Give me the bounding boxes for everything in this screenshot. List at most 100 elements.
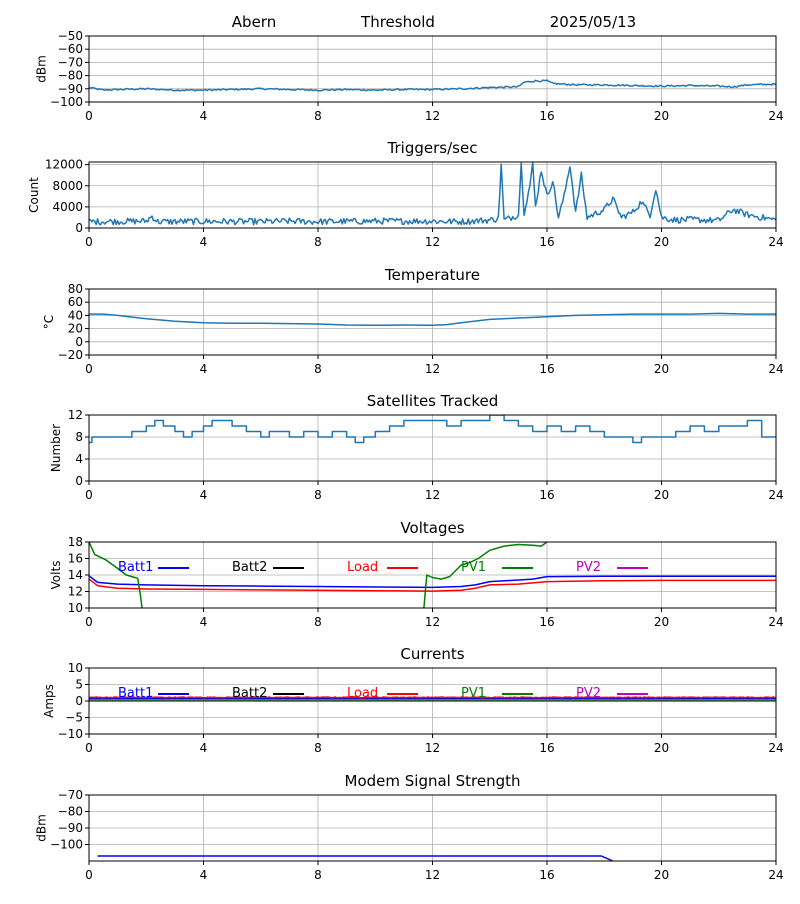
y-tick-label: −70 (58, 788, 83, 802)
y-tick-label: 10 (68, 661, 83, 675)
series-line (89, 312, 776, 327)
y-tick-label: −5 (65, 711, 83, 725)
series-line (89, 415, 776, 444)
y-tick-label: 14 (68, 568, 83, 582)
x-tick-label: 4 (200, 741, 208, 755)
y-axis-label: Number (49, 424, 63, 472)
x-tick-label: 20 (654, 741, 669, 755)
y-tick-label: −10 (58, 727, 83, 741)
x-tick-label: 24 (768, 741, 783, 755)
panel-triggers: Triggers/sec 0 4 8 12 16 20 24 0 4000 8000 12000 Cou… (27, 139, 784, 249)
panel-title: Modem Signal Strength (345, 772, 521, 790)
legend-label-pv1: PV1 (461, 560, 486, 575)
x-tick-label: 0 (85, 615, 93, 629)
header-date: 2025/05/13 (550, 13, 636, 31)
x-tick-label: 4 (200, 488, 208, 502)
panel-title: Temperature (384, 266, 480, 284)
x-tick-label: 24 (768, 235, 783, 249)
x-tick-label: 0 (85, 362, 93, 376)
panel-modem: Modem Signal Strength 0 4 8 12 16 20 24 −100 −90 −… (34, 772, 783, 882)
y-tick-label: −50 (58, 29, 83, 43)
y-tick-label: −80 (58, 69, 83, 83)
x-tick-label: 0 (85, 235, 93, 249)
series-group (89, 415, 776, 444)
x-tick-label: 16 (539, 741, 554, 755)
legend-label-batt1: Batt1 (118, 560, 153, 575)
y-tick-label: 8 (75, 430, 83, 444)
x-tick-label: 16 (539, 488, 554, 502)
x-tick-label: 4 (200, 109, 208, 123)
y-tick-label: 0 (75, 694, 83, 708)
y-tick-label: 12 (68, 408, 83, 422)
panel-title: Satellites Tracked (367, 392, 498, 410)
y-axis-label: dBm (34, 55, 48, 83)
x-tick-label: 8 (314, 109, 322, 123)
panel-title: Voltages (400, 519, 464, 537)
y-tick-label: −90 (58, 821, 83, 835)
y-tick-label: 10 (68, 601, 83, 615)
x-tick-label: 0 (85, 741, 93, 755)
y-tick-label: 4000 (52, 200, 83, 214)
y-tick-label: 18 (68, 535, 83, 549)
x-tick-label: 20 (654, 362, 669, 376)
x-tick-label: 0 (85, 868, 93, 882)
panel-currents: Currents 0 4 8 12 16 20 24 −10 −5 0 5 10 Amps Batt1 Bat… (42, 645, 784, 755)
series-group (97, 855, 614, 861)
x-tick-label: 0 (85, 109, 93, 123)
legend-label-pv2: PV2 (576, 686, 601, 701)
x-tick-label: 8 (314, 235, 322, 249)
x-tick-label: 20 (654, 868, 669, 882)
x-tick-label: 12 (425, 868, 440, 882)
y-tick-label: 0 (75, 474, 83, 488)
y-axis-label: dBm (34, 814, 48, 842)
x-tick-label: 4 (200, 615, 208, 629)
y-tick-label: 60 (68, 295, 83, 309)
x-tick-label: 20 (654, 488, 669, 502)
x-tick-label: 12 (425, 362, 440, 376)
y-axis-label: Volts (49, 561, 63, 590)
y-tick-label: 0 (75, 221, 83, 235)
panel-satellites: Satellites Tracked 0 4 8 12 16 20 24 0 4 8 12 Number (49, 392, 783, 502)
x-tick-label: 16 (539, 362, 554, 376)
y-tick-label: 20 (68, 322, 83, 336)
x-tick-label: 24 (768, 488, 783, 502)
y-tick-label: −20 (58, 348, 83, 362)
x-tick-label: 4 (200, 362, 208, 376)
series-line (89, 79, 776, 92)
series-group (89, 312, 776, 327)
legend-label-batt2: Batt2 (232, 560, 267, 575)
header-mode: Threshold (360, 13, 435, 31)
y-tick-label: 40 (68, 308, 83, 322)
panel-title: Currents (400, 645, 464, 663)
series-line-pv1 (89, 542, 143, 608)
x-tick-label: 20 (654, 235, 669, 249)
y-tick-label: −70 (58, 55, 83, 69)
x-tick-label: 8 (314, 362, 322, 376)
header-station: Abern (232, 13, 276, 31)
x-tick-label: 8 (314, 488, 322, 502)
x-tick-label: 20 (654, 109, 669, 123)
series-line-pv1 (423, 542, 548, 608)
series-group (89, 542, 776, 608)
y-tick-label: 80 (68, 282, 83, 296)
y-tick-label: −90 (58, 82, 83, 96)
x-tick-label: 12 (425, 488, 440, 502)
x-tick-label: 4 (200, 868, 208, 882)
x-tick-label: 16 (539, 109, 554, 123)
legend-label-load: Load (347, 560, 378, 575)
y-tick-label: 12000 (45, 158, 83, 172)
x-tick-label: 24 (768, 109, 783, 123)
x-tick-label: 8 (314, 615, 322, 629)
y-axis-label: Amps (42, 684, 56, 718)
x-tick-label: 12 (425, 235, 440, 249)
series-line-load (89, 696, 776, 699)
y-tick-label: −60 (58, 42, 83, 56)
x-tick-label: 16 (539, 615, 554, 629)
series-line (89, 162, 776, 226)
y-tick-label: 5 (75, 678, 83, 692)
y-tick-label: 16 (68, 552, 83, 566)
y-tick-label: −80 (58, 805, 83, 819)
x-tick-label: 16 (539, 868, 554, 882)
